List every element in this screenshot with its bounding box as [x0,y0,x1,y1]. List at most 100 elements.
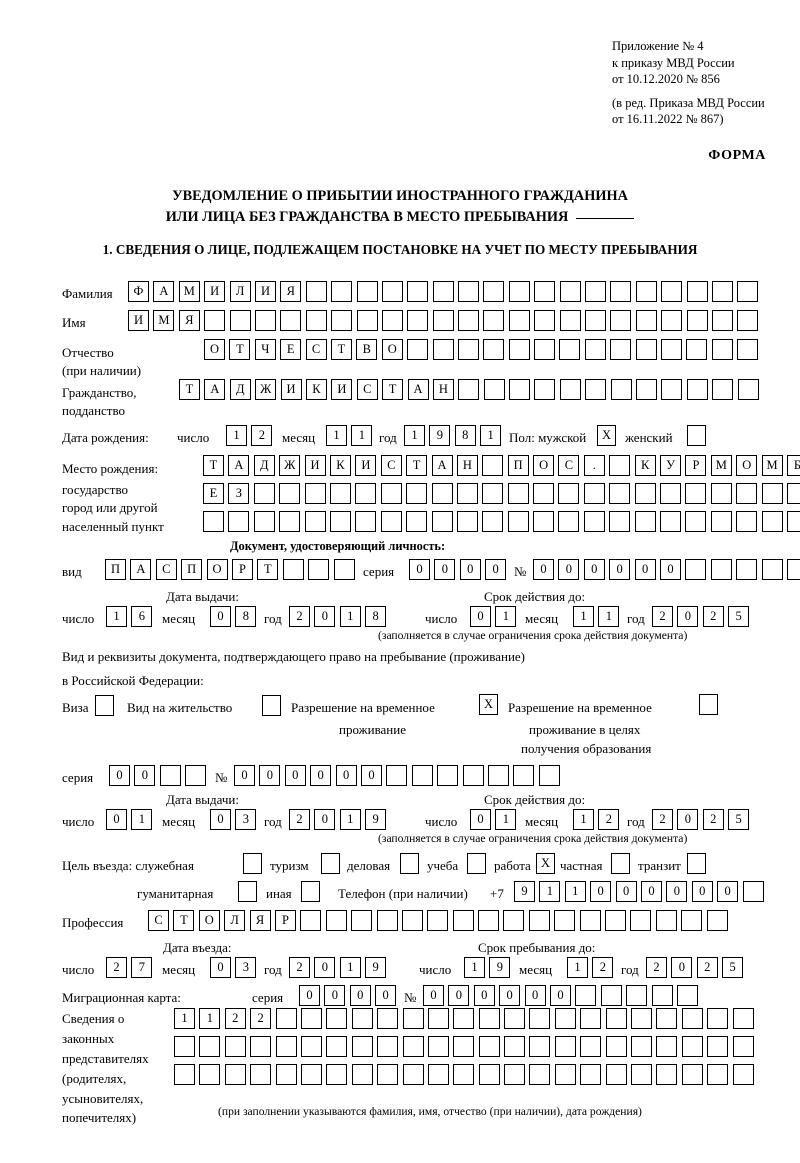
legal-rep-row-3[interactable] [174,1064,758,1085]
char-box[interactable]: 0 [299,985,320,1006]
char-box[interactable] [331,281,353,302]
char-box[interactable]: 0 [259,765,281,786]
char-box[interactable] [329,483,351,504]
char-box[interactable] [736,511,758,532]
char-box[interactable]: С [558,455,580,476]
char-box[interactable] [685,511,707,532]
legal-rep-row-2[interactable] [174,1036,758,1057]
char-box[interactable] [635,281,657,302]
char-box[interactable]: 7 [131,957,153,978]
char-box[interactable] [710,483,732,504]
char-box[interactable]: 0 [659,559,681,580]
char-box[interactable]: А [204,379,226,400]
char-box[interactable]: О [198,910,220,931]
char-box[interactable] [634,511,656,532]
char-box[interactable]: А [407,379,429,400]
char-box[interactable] [508,339,530,360]
char-box[interactable] [482,455,504,476]
char-box[interactable]: Р [685,455,707,476]
char-box[interactable] [159,765,181,786]
char-box[interactable] [559,379,581,400]
char-box[interactable]: 1 [573,606,594,627]
char-box[interactable]: 0 [448,985,470,1006]
char-box[interactable]: 2 [646,957,667,978]
char-box[interactable] [482,483,504,504]
char-box[interactable] [609,455,631,476]
char-box[interactable] [503,910,525,931]
checkbox-purpose-transit[interactable] [687,853,706,874]
char-box[interactable]: С [380,455,402,476]
char-box[interactable] [483,379,505,400]
char-box[interactable] [610,281,632,302]
char-box[interactable]: 1 [480,425,502,446]
char-box[interactable]: 9 [514,881,535,902]
char-box[interactable]: Т [203,455,224,476]
char-box[interactable] [305,281,327,302]
char-box[interactable] [711,339,733,360]
char-box[interactable]: О [381,339,403,360]
char-box[interactable] [376,910,398,931]
char-box[interactable] [402,1036,424,1057]
char-box[interactable] [533,483,555,504]
char-box[interactable] [453,1064,475,1085]
char-box[interactable] [534,379,556,400]
char-box[interactable] [325,910,347,931]
char-box[interactable] [609,483,631,504]
char-box[interactable] [609,511,631,532]
char-box[interactable] [686,281,708,302]
char-box[interactable] [275,1036,297,1057]
char-box[interactable]: И [304,455,326,476]
char-box[interactable] [453,1008,475,1029]
char-box[interactable] [681,1008,703,1029]
char-box[interactable] [458,281,480,302]
char-box[interactable]: 6 [131,606,153,627]
char-box[interactable]: Т [330,339,352,360]
char-box[interactable] [534,310,556,331]
char-box[interactable]: 0 [677,606,699,627]
char-box[interactable]: 0 [666,881,688,902]
char-box[interactable] [427,910,449,931]
char-box[interactable]: И [204,281,226,302]
checkbox-visa[interactable] [95,695,114,716]
char-box[interactable] [427,1036,449,1057]
char-box[interactable] [631,1064,653,1085]
char-box[interactable] [631,1008,653,1029]
char-box[interactable]: С [148,910,169,931]
char-box[interactable] [732,1008,754,1029]
char-box[interactable]: 0 [634,559,656,580]
checkbox-purpose-study[interactable] [467,853,486,874]
char-box[interactable]: 0 [583,559,605,580]
char-box[interactable]: 0 [640,881,662,902]
char-box[interactable]: 2 [702,809,724,830]
char-box[interactable] [681,1036,703,1057]
char-box[interactable]: 0 [210,606,231,627]
char-box[interactable] [478,1008,500,1029]
char-box[interactable] [402,1008,424,1029]
char-box[interactable]: Д [253,455,275,476]
char-box[interactable]: Я [178,310,200,331]
char-box[interactable] [250,1036,272,1057]
char-box[interactable]: 1 [495,809,517,830]
char-box[interactable] [559,310,581,331]
char-box[interactable] [333,559,355,580]
char-box[interactable] [229,310,251,331]
char-box[interactable]: У [660,455,682,476]
char-box[interactable]: К [634,455,656,476]
char-box[interactable]: 1 [226,425,247,446]
char-box[interactable]: 0 [360,765,382,786]
char-box[interactable]: О [204,339,225,360]
char-box[interactable] [377,1008,399,1029]
char-box[interactable]: И [331,379,353,400]
char-box[interactable] [228,511,250,532]
char-box[interactable] [610,310,632,331]
char-box[interactable] [626,985,648,1006]
